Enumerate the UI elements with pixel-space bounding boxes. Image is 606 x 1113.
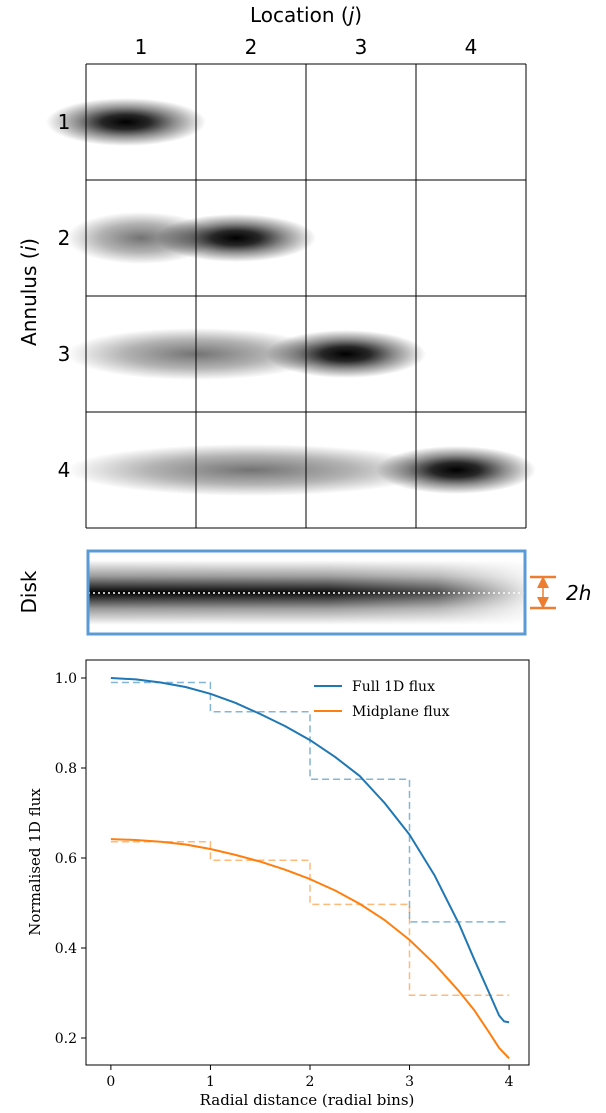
annulus-peak-4 [376,446,536,494]
column-label-2: 2 [245,35,258,59]
x-tick-label: 4 [505,1074,514,1090]
disk-label: Disk [17,570,41,613]
column-label-1: 1 [135,35,148,59]
grid-panel: Location (j) 1 2 3 4 1 2 3 4 Annulus (i) [17,3,536,529]
column-label-3: 3 [355,35,368,59]
x-tick-label: 1 [206,1074,215,1090]
column-labels: 1 2 3 4 [135,35,478,59]
y-axis-label: Normalised 1D flux [26,788,44,936]
annulus-peak-2 [156,214,316,262]
flux-chart: 0 1 2 3 4 0.2 0.4 0.6 0.8 1.0 Full 1D flux Midplan… [26,659,530,1109]
x-tick-label: 0 [106,1074,115,1090]
binned-step-line-3 [110,841,510,997]
x-tick-label: 2 [306,1074,315,1090]
grid-lines [85,63,527,529]
disk-panel: Disk 2h [17,549,591,636]
x-tick-label: 3 [405,1074,414,1090]
legend-label: Full 1D flux [352,679,435,695]
series-group [110,677,510,1059]
row-label-4: 4 [58,458,71,482]
disk-height-arrow [530,575,556,610]
binned-step-line-2 [110,681,510,923]
annulus-tail-4 [66,444,436,496]
legend-label: Midplane flux [352,704,450,720]
y-tick-label: 0.8 [55,761,77,777]
row-title: Annulus (i) [17,238,41,346]
y-tick-label: 0.6 [55,851,77,867]
grid-intensity-maps [46,98,536,496]
column-label-4: 4 [465,35,478,59]
y-tick-label: 0.4 [55,941,77,957]
legend: Full 1D flux Midplane flux [314,679,450,720]
y-tick-label: 0.2 [55,1031,77,1047]
grid-title: Location (j) [250,3,362,27]
plot-area [85,659,530,1066]
series-line-0 [110,677,510,1024]
annulus-peak-3 [266,330,426,378]
disk-height-label: 2h [566,581,591,605]
annulus-peak-1 [46,98,206,146]
disk-frame [86,549,527,636]
row-label-3: 3 [58,342,71,366]
axis-ticks: 0 1 2 3 4 0.2 0.4 0.6 0.8 1.0 [55,671,514,1090]
y-tick-label: 1.0 [55,671,77,687]
x-axis-label: Radial distance (radial bins) [200,1091,415,1109]
series-line-1 [110,838,510,1059]
row-label-2: 2 [58,226,71,250]
